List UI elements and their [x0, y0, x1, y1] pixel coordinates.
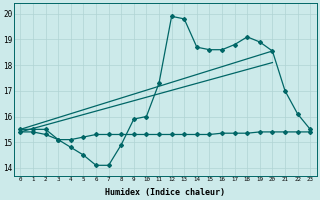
X-axis label: Humidex (Indice chaleur): Humidex (Indice chaleur) — [105, 188, 225, 197]
